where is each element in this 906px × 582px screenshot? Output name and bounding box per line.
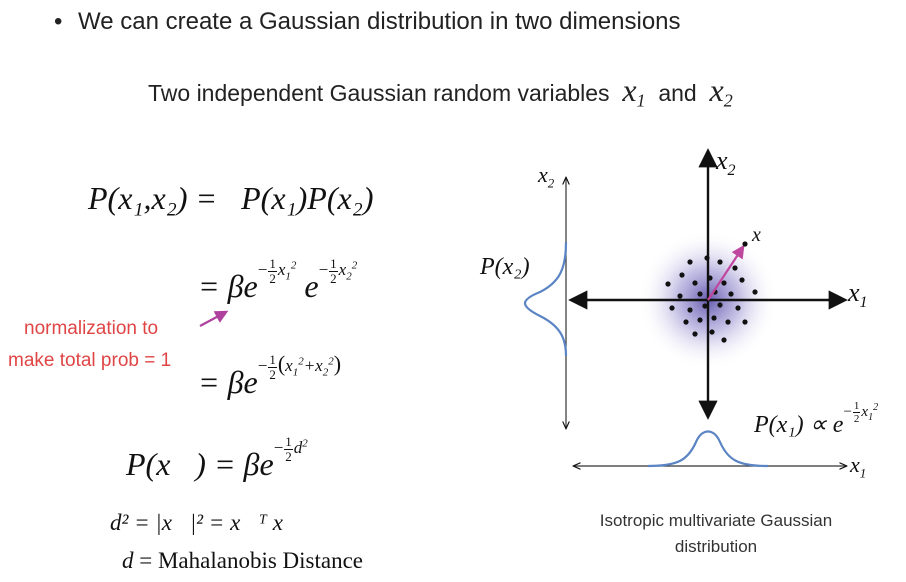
bottom-curve-label: P(x₁) ∝ e− 1 2 x12 xyxy=(754,400,879,438)
equation-joint-lhs: P(x₁,x₂) = xyxy=(88,180,218,216)
equation-distance: d² = |x⃗|² = x⃗ᵀ x⃗ xyxy=(110,510,301,535)
vector-tip-point xyxy=(742,241,748,247)
equation-mahalanobis: d = Mahalanobis Distance xyxy=(122,548,363,574)
vector-label: x⃗ xyxy=(752,224,777,246)
mahalanobis-text: = Mahalanobis Distance xyxy=(139,548,363,573)
axis-x1-label: x1 xyxy=(848,278,868,312)
var1: x xyxy=(622,72,637,108)
equation-product-base: = βe xyxy=(198,268,258,304)
annotation-line1: normalization to xyxy=(24,318,159,339)
equation-product: = βe− 1 2 x12 e− 1 2 x22 xyxy=(198,255,358,304)
left-curve-label: P(x₂) xyxy=(480,254,530,280)
equation-vector-base: P(x⃗) = βe xyxy=(126,446,274,482)
equation-joint: P(x₁,x₂) = P(x₁)P(x₂) xyxy=(88,180,373,217)
var2-sub: 2 xyxy=(723,90,733,111)
bottom-axis-label: x1 xyxy=(850,452,867,481)
equation-vector: P(x⃗) = βe− 1 2 d2 xyxy=(126,433,308,482)
diagram-caption: Isotropic multivariate Gaussian distribu… xyxy=(566,508,866,560)
caption-line1: Isotropic multivariate Gaussian xyxy=(599,511,833,530)
sample-points xyxy=(665,255,758,343)
bullet-heading: • We can create a Gaussian distribution i… xyxy=(54,8,681,36)
equation-combined-base: = βe xyxy=(198,364,258,400)
left-axis-label: x2 xyxy=(538,162,555,191)
equation-joint-rhs: P(x₁)P(x₂) xyxy=(241,180,374,216)
annotation-line2: make total prob = 1 xyxy=(8,350,172,371)
var2: x xyxy=(709,72,724,108)
subheading-text: Two independent Gaussian random variable… xyxy=(148,80,610,106)
caption-line2: distribution xyxy=(674,537,758,556)
var1-sub: 1 xyxy=(636,90,646,111)
annotation-arrow xyxy=(199,310,229,327)
vector-arrow xyxy=(707,244,745,301)
conj-and: and xyxy=(658,80,697,106)
bullet-symbol: • xyxy=(54,8,63,35)
left-gaussian-curve xyxy=(523,241,568,357)
bullet-text: We can create a Gaussian distribution in… xyxy=(78,8,681,35)
bottom-gaussian-curve xyxy=(647,430,769,468)
mahalanobis-var: d xyxy=(122,548,134,573)
equation-combined: = βe− 1 2 (x12+x22) xyxy=(198,351,342,400)
subheading: Two independent Gaussian random variable… xyxy=(148,72,733,112)
axis-x2-label: x2 xyxy=(716,146,736,180)
